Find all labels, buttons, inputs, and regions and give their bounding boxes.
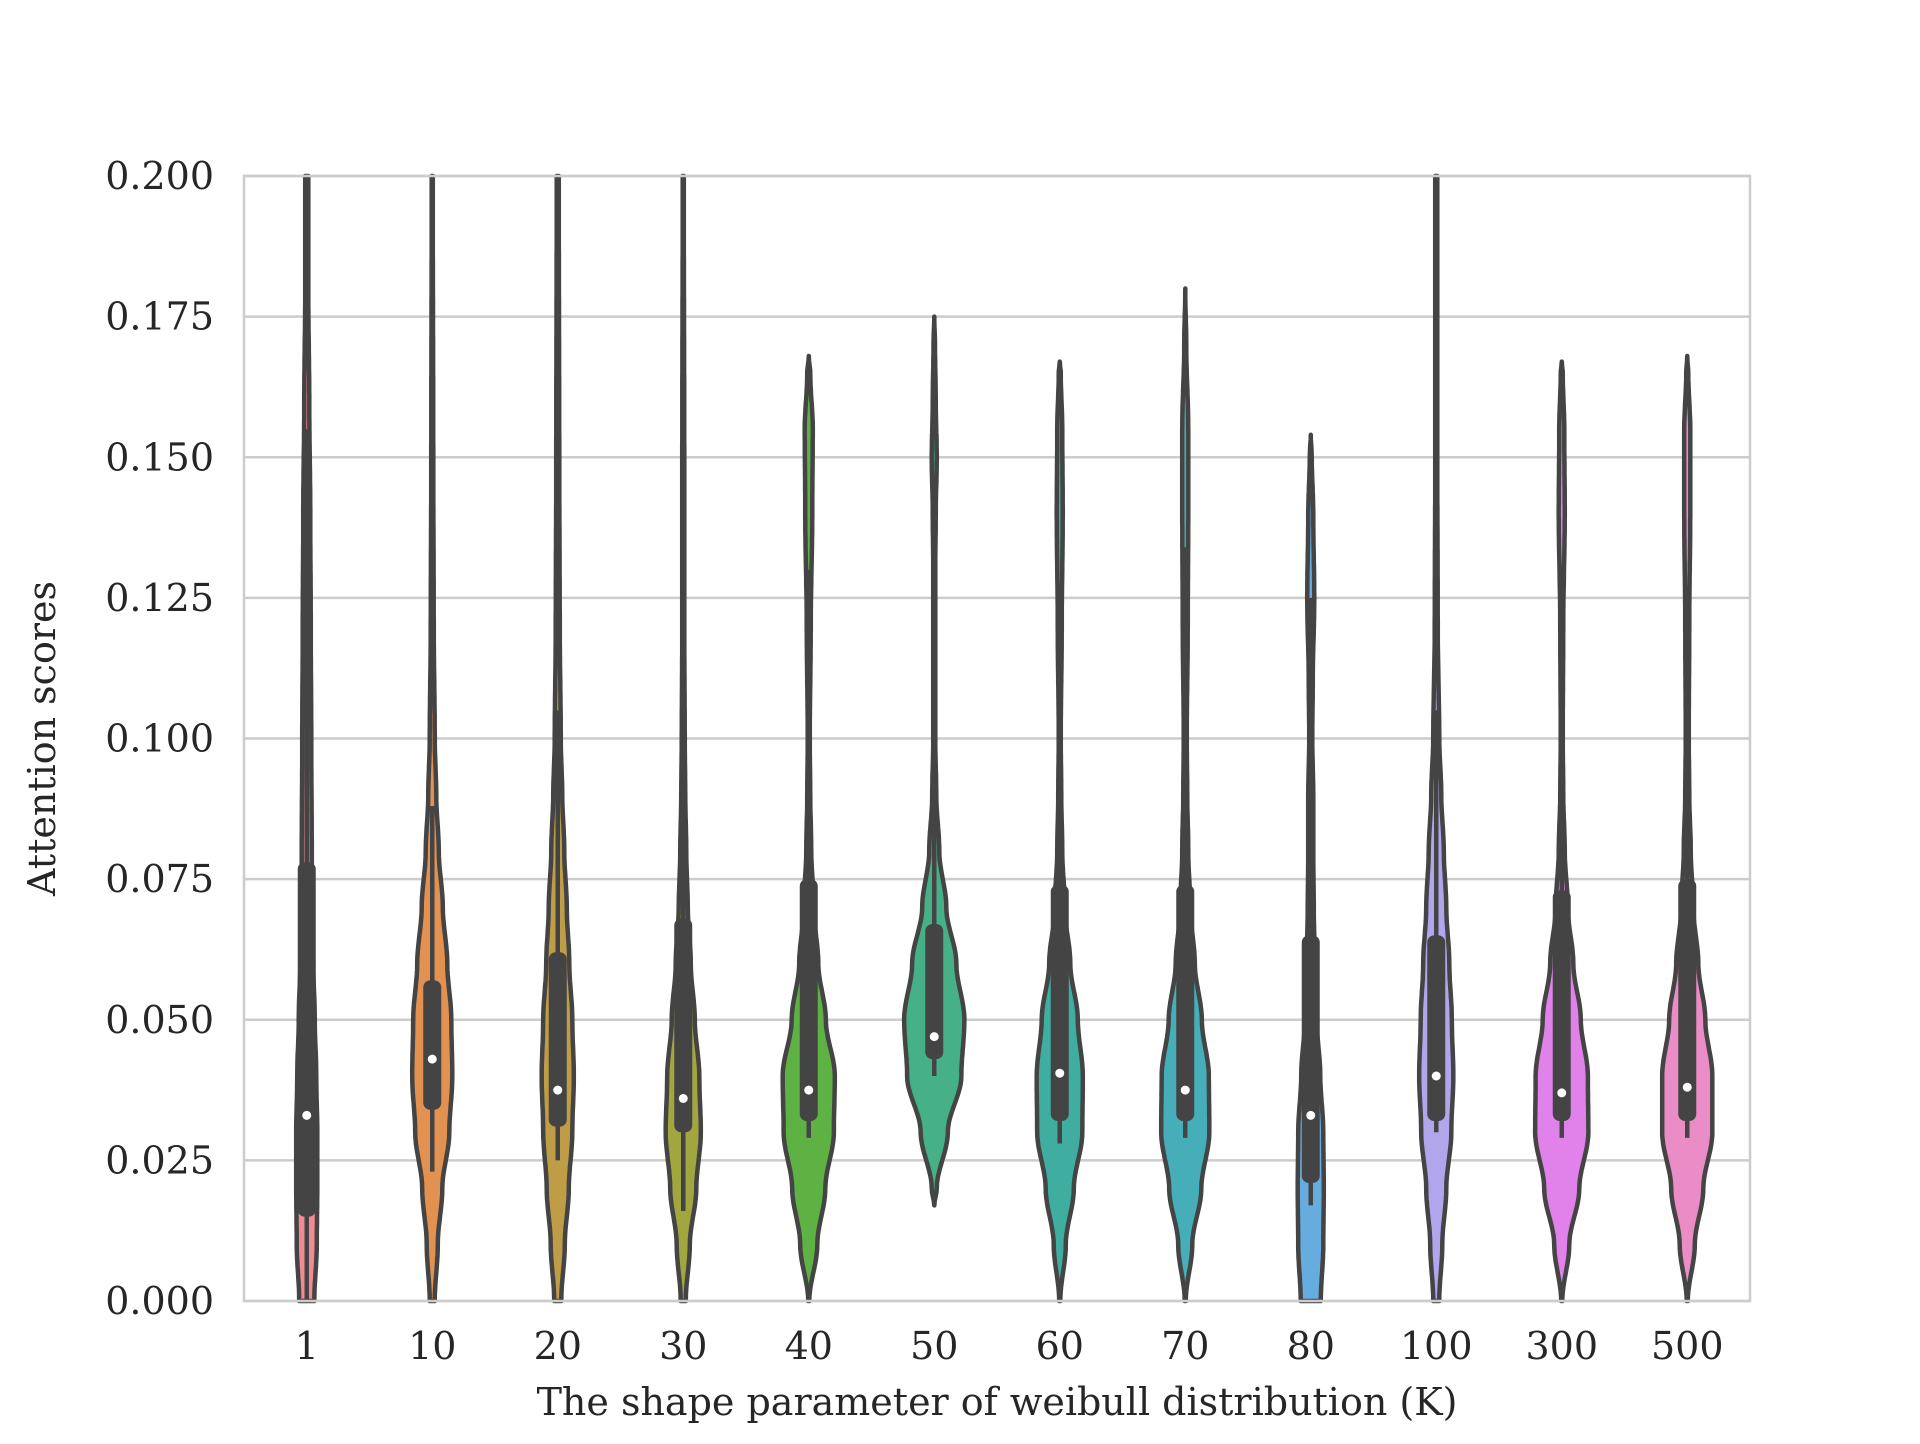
x-tick-label: 40 <box>785 1324 833 1368</box>
violin-iqr-box <box>799 879 818 1121</box>
violin-iqr-box <box>297 862 316 1217</box>
x-tick-label: 300 <box>1525 1324 1598 1368</box>
violins <box>293 173 1715 1304</box>
violin-iqr-box <box>1301 935 1320 1183</box>
x-tick-label: 10 <box>408 1324 456 1368</box>
violin-iqr-box <box>1552 890 1571 1121</box>
violin-iqr-box <box>1176 884 1195 1121</box>
violin-iqr-box <box>423 980 442 1110</box>
violin-median-point <box>553 1085 563 1095</box>
violin-iqr-box <box>1678 879 1697 1121</box>
violin-median-point <box>1055 1068 1065 1078</box>
y-tick-label: 0.050 <box>105 998 214 1042</box>
violin-median-point <box>929 1032 939 1042</box>
violin-median-point <box>302 1110 312 1120</box>
y-axis-label: Attention scores <box>20 581 64 897</box>
tick-labels: 0.000 0.025 0.050 0.075 0.100 0.125 0.150 0.175… <box>105 154 1723 1368</box>
x-axis-label: The shape parameter of weibull distribut… <box>537 1380 1458 1424</box>
x-tick-label: 30 <box>659 1324 707 1368</box>
y-tick-label: 0.175 <box>105 295 214 339</box>
y-tick-label: 0.100 <box>105 717 214 761</box>
x-tick-label: 500 <box>1651 1324 1724 1368</box>
x-tick-label: 20 <box>534 1324 582 1368</box>
x-tick-label: 1 <box>295 1324 319 1368</box>
violin-body <box>901 314 967 1208</box>
x-tick-label: 100 <box>1400 1324 1473 1368</box>
y-tick-label: 0.000 <box>105 1279 214 1323</box>
violin-iqr-box <box>1050 884 1069 1121</box>
violin-iqr-box <box>1427 935 1446 1121</box>
violin-median-point <box>1306 1110 1316 1120</box>
violin-median-point <box>1431 1071 1441 1081</box>
violin-median-point <box>804 1085 814 1095</box>
violin-median-point <box>1682 1082 1692 1092</box>
y-tick-label: 0.025 <box>105 1138 214 1182</box>
violin-median-point <box>427 1054 437 1064</box>
violin-median-point <box>1557 1088 1567 1098</box>
y-tick-label: 0.075 <box>105 857 214 901</box>
violin-iqr-box <box>548 952 567 1127</box>
x-tick-label: 70 <box>1161 1324 1209 1368</box>
violin-iqr-box <box>674 918 693 1133</box>
x-tick-label: 60 <box>1036 1324 1084 1368</box>
violin-median-point <box>1180 1085 1190 1095</box>
violin-median-point <box>678 1094 688 1103</box>
plot-frame <box>242 174 1752 1303</box>
y-tick-label: 0.200 <box>105 154 214 198</box>
x-tick-label: 80 <box>1287 1324 1335 1368</box>
violin-iqr-box <box>925 924 944 1060</box>
x-tick-label: 50 <box>910 1324 958 1368</box>
y-tick-label: 0.125 <box>105 576 214 620</box>
y-tick-label: 0.150 <box>105 435 214 479</box>
